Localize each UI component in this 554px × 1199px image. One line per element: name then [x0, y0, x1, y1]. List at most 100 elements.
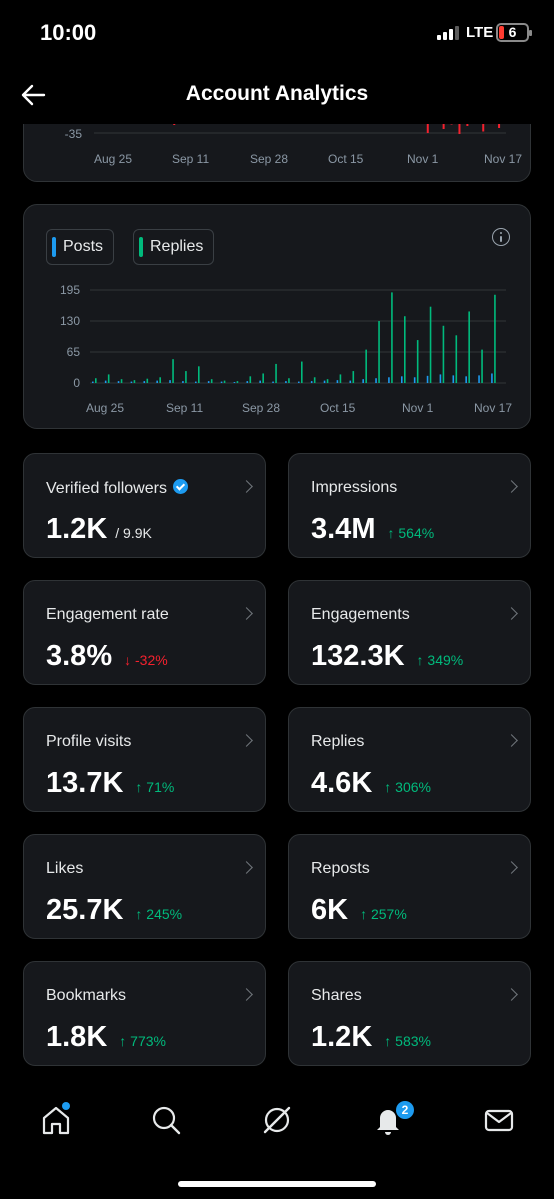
stat-change: ↑ 257%: [360, 906, 407, 922]
stat-value: 6K: [311, 894, 349, 926]
stat-change: ↑ 306%: [384, 779, 431, 795]
stat-value-row: 25.7K ↑ 245%: [46, 894, 182, 927]
home-icon[interactable]: [39, 1103, 73, 1137]
stat-value: 3.8%: [46, 640, 113, 672]
stat-card[interactable]: Engagements 132.3K ↑ 349%: [288, 580, 531, 685]
x-tick-label: Nov 17: [474, 401, 512, 415]
stat-label: Shares: [311, 987, 362, 1005]
verified-badge-icon: [172, 479, 188, 494]
stat-value: 1.2K: [311, 1021, 373, 1053]
replies-bar: [391, 292, 393, 383]
posts-bar: [375, 378, 377, 383]
posts-bar: [362, 379, 364, 383]
replies-bar: [494, 294, 496, 383]
home-indicator: [178, 1181, 376, 1187]
status-time: 10:00: [40, 20, 97, 45]
notifications-icon[interactable]: [371, 1103, 405, 1137]
replies-bar: [481, 349, 483, 383]
stat-change: ↑ 245%: [135, 906, 183, 922]
replies-bar: [198, 366, 200, 383]
posts-bar: [349, 380, 352, 383]
stat-value-row: 1.2K ↑ 583%: [311, 1021, 431, 1054]
replies-bar: [95, 378, 97, 383]
stat-card[interactable]: Reposts 6K ↑ 257%: [288, 834, 531, 939]
posts-bar: [195, 381, 197, 383]
legend-posts[interactable]: Posts: [46, 229, 115, 265]
posts-bar: [439, 374, 442, 383]
replies-bar: [133, 380, 136, 383]
stat-value-row: 3.4M ↑ 564%: [311, 513, 434, 546]
grok-icon[interactable]: [260, 1103, 294, 1137]
stat-card[interactable]: Replies 4.6K ↑ 306%: [288, 707, 531, 812]
stat-card[interactable]: Engagement rate 3.8% ↓ -32%: [23, 580, 266, 685]
info-icon[interactable]: [492, 228, 510, 246]
stat-value: 3.4M: [311, 513, 376, 545]
back-arrow-icon[interactable]: [18, 80, 48, 110]
stat-label: Replies: [311, 733, 364, 751]
chevron-right-icon: [505, 988, 518, 1001]
x-tick-label: Sep 11: [166, 401, 203, 415]
notification-badge: 2: [396, 1101, 414, 1119]
x-tick-label: Nov 1: [402, 401, 434, 415]
stat-label: Bookmarks: [46, 987, 126, 1005]
negative-bar: [482, 119, 485, 132]
posts-bar: [104, 380, 107, 383]
search-icon[interactable]: [149, 1103, 183, 1137]
replies-bar: [416, 340, 419, 383]
stat-value-row: 3.8% ↓ -32%: [46, 640, 168, 673]
x-tick-label: Aug 25: [94, 152, 132, 166]
stat-label: Engagement rate: [46, 606, 169, 624]
stat-label-text: Engagements: [311, 606, 410, 623]
y-tick-label: 195: [60, 283, 80, 297]
stat-value-row: 1.8K ↑ 773%: [46, 1021, 166, 1054]
stat-value: 1.2K: [46, 513, 108, 545]
battery-level: 6: [508, 24, 517, 40]
posts-bar: [336, 380, 339, 383]
stat-card[interactable]: Impressions 3.4M ↑ 564%: [288, 453, 531, 558]
replies-bar: [365, 349, 367, 383]
chevron-right-icon: [240, 988, 253, 1001]
posts-bar: [388, 377, 390, 383]
x-tick-label: Sep 28: [242, 401, 280, 415]
stat-label: Engagements: [311, 606, 410, 624]
stat-value-row: 4.6K ↑ 306%: [311, 767, 431, 800]
stat-change: ↓ -32%: [124, 652, 168, 668]
stat-value: 1.8K: [46, 1021, 108, 1053]
posts-bar: [452, 375, 455, 383]
messages-icon[interactable]: [482, 1103, 516, 1137]
stat-card[interactable]: Shares 1.2K ↑ 583%: [288, 961, 531, 1066]
replies-bar: [275, 363, 277, 383]
negative-bar: [442, 119, 445, 129]
legend-replies[interactable]: Replies: [133, 229, 215, 265]
replies-bar: [429, 306, 432, 383]
negative-bar: [458, 119, 461, 134]
posts-bar: [143, 381, 146, 383]
replies-bar: [339, 374, 342, 383]
replies-bar: [378, 321, 380, 383]
stat-label-text: Engagement rate: [46, 606, 169, 623]
stat-value: 132.3K: [311, 640, 405, 672]
legend-replies-label: Replies: [150, 238, 204, 255]
stat-label: Impressions: [311, 479, 397, 497]
stat-value-row: 132.3K ↑ 349%: [311, 640, 463, 673]
stat-label: Likes: [46, 860, 83, 878]
stat-change: ↑ 71%: [135, 779, 175, 795]
legend-posts-label: Posts: [63, 238, 104, 255]
x-tick-label: Aug 25: [86, 401, 124, 415]
stat-card[interactable]: Verified followers 1.2K / 9.9K: [23, 453, 266, 558]
stat-total: / 9.9K: [115, 525, 152, 541]
posts-bar: [92, 381, 94, 383]
stat-value: 4.6K: [311, 767, 373, 799]
replies-bar: [159, 377, 161, 383]
x-tick-label: Nov 1: [407, 152, 439, 166]
x-tick-label: Sep 28: [250, 152, 288, 166]
stat-card[interactable]: Bookmarks 1.8K ↑ 773%: [23, 961, 266, 1066]
battery-icon: 6: [496, 23, 532, 42]
replies-swatch: [139, 237, 143, 257]
chevron-right-icon: [505, 607, 518, 620]
stat-change: ↑ 773%: [119, 1033, 166, 1049]
stat-card[interactable]: Profile visits 13.7K ↑ 71%: [23, 707, 266, 812]
stat-card[interactable]: Likes 25.7K ↑ 245%: [23, 834, 266, 939]
negative-bar: [426, 119, 429, 133]
posts-bar: [323, 380, 326, 383]
